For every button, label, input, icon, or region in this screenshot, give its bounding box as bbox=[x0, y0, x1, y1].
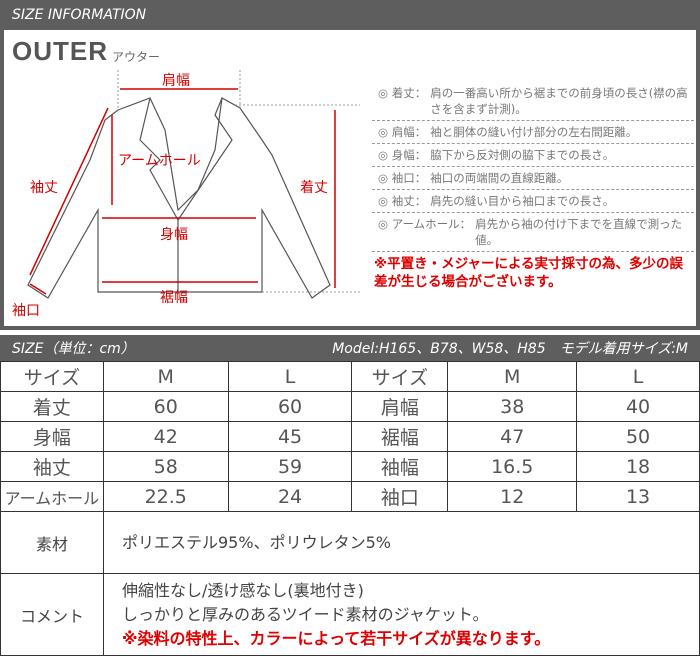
table-cell: 60 bbox=[102, 391, 229, 422]
table-row: 袖丈 58 59 袖幅 16.5 18 bbox=[0, 451, 700, 482]
table-cell: 38 bbox=[447, 391, 578, 422]
table-cell: 45 bbox=[227, 421, 353, 452]
measurement-notes: ◎ 着丈： 肩の一番高い所から裾までの前身頃の長さ(襟の高さを含まず計測)。 ◎ … bbox=[372, 82, 694, 291]
table-cell: M bbox=[447, 361, 578, 392]
size-table: サイズ M L サイズ M L 着丈 60 60 肩幅 38 40 身幅 42 45 裾幅 47 50 袖丈 58 59… bbox=[0, 361, 700, 512]
table-cell: 42 bbox=[102, 421, 229, 452]
comment-line: しっかりと厚みのあるツイード素材のジャケット。 bbox=[122, 604, 489, 624]
note-item: ◎ アームホール： 肩先から袖の付け下までを直線で測った値。 bbox=[372, 213, 694, 252]
size-bar: SIZE（単位：cm） Model:H165、B78、W58、H85 モデル着用サ… bbox=[0, 335, 700, 361]
jacket-outline bbox=[27, 97, 331, 299]
label-armhole: アームホール bbox=[118, 153, 201, 169]
table-cell: 裾幅 bbox=[351, 421, 449, 452]
table-cell: 12 bbox=[447, 481, 578, 512]
label-shoulder: 肩幅 bbox=[162, 73, 190, 89]
table-cell: 袖幅 bbox=[351, 451, 449, 482]
table-cell: 47 bbox=[447, 421, 578, 452]
table-cell: 18 bbox=[576, 451, 700, 482]
table-cell: 59 bbox=[227, 451, 353, 482]
note-item: ◎ 袖丈： 肩先の縫い目から袖口までの長さ。 bbox=[372, 190, 694, 213]
category-subtitle: アウター bbox=[112, 50, 161, 64]
table-cell: アームホール bbox=[0, 481, 104, 512]
category-title: OUTER bbox=[12, 36, 108, 66]
material-row: 素材 ポリエステル95%、ポリウレタン5% bbox=[0, 511, 700, 574]
material-label: 素材 bbox=[0, 511, 104, 574]
note-item: ◎ 袖口： 袖口の両端間の直線距離。 bbox=[372, 167, 694, 190]
table-cell: 24 bbox=[227, 481, 353, 512]
table-cell: 身幅 bbox=[0, 421, 104, 452]
comment-line: 伸縮性なし/透け感なし(裏地付き) bbox=[122, 580, 364, 600]
label-sleeve-length: 袖丈 bbox=[30, 180, 58, 196]
comment-value: 伸縮性なし/透け感なし(裏地付き) しっかりと厚みのあるツイード素材のジャケット… bbox=[103, 573, 700, 656]
table-row: サイズ M L サイズ M L bbox=[0, 361, 700, 392]
material-value: ポリエステル95%、ポリウレタン5% bbox=[103, 511, 700, 574]
table-row: 着丈 60 60 肩幅 38 40 bbox=[0, 391, 700, 422]
size-unit: SIZE（単位：cm） bbox=[12, 341, 135, 357]
table-cell: 60 bbox=[227, 391, 353, 422]
table-cell: M bbox=[102, 361, 229, 392]
table-cell: 袖口 bbox=[351, 481, 449, 512]
table-cell: サイズ bbox=[0, 361, 104, 392]
table-cell: 22.5 bbox=[102, 481, 229, 512]
table-cell: 58 bbox=[102, 451, 229, 482]
table-cell: L bbox=[227, 361, 353, 392]
table-row: アームホール 22.5 24 袖口 12 13 bbox=[0, 481, 700, 512]
table-cell: 40 bbox=[576, 391, 700, 422]
measurement-warning: ※平置き・メジャーによる実寸採寸の為、多少の誤差が生じる場合がございます。 bbox=[374, 256, 684, 290]
table-cell: 着丈 bbox=[0, 391, 104, 422]
model-info: Model:H165、B78、W58、H85 モデル着用サイズ:M bbox=[332, 341, 688, 357]
note-item: ◎ 着丈： 肩の一番高い所から裾までの前身頃の長さ(襟の高さを含まず計測)。 bbox=[372, 82, 694, 121]
table-cell: 50 bbox=[576, 421, 700, 452]
header-bar: SIZE INFORMATION bbox=[0, 0, 700, 30]
label-body-width: 身幅 bbox=[160, 227, 188, 243]
table-cell: 袖丈 bbox=[0, 451, 104, 482]
table-row: 身幅 42 45 裾幅 47 50 bbox=[0, 421, 700, 452]
label-cuff: 袖口 bbox=[12, 303, 40, 319]
note-item: ◎ 肩幅： 袖と胴体の縫い付け部分の左右間距離。 bbox=[372, 121, 694, 144]
comment-label: コメント bbox=[0, 573, 104, 656]
table-cell: 16.5 bbox=[447, 451, 578, 482]
table-cell: 肩幅 bbox=[351, 391, 449, 422]
table-cell: 13 bbox=[576, 481, 700, 512]
info-frame bbox=[0, 30, 700, 330]
material-table: 素材 ポリエステル95%、ポリウレタン5% コメント 伸縮性なし/透け感なし(裏地… bbox=[0, 511, 700, 656]
table-cell: L bbox=[576, 361, 700, 392]
note-item: ◎ 身幅： 脇下から反対側の脇下までの長さ。 bbox=[372, 144, 694, 167]
header-title: SIZE INFORMATION bbox=[12, 7, 147, 23]
comment-row: コメント 伸縮性なし/透け感なし(裏地付き) しっかりと厚みのあるツイード素材の… bbox=[0, 573, 700, 656]
jacket-diagram bbox=[27, 70, 360, 299]
label-length: 着丈 bbox=[300, 180, 328, 196]
label-hem-width: 裾幅 bbox=[160, 290, 188, 306]
comment-warning: ※染料の特性上、カラーによって若干サイズが異なります。 bbox=[122, 628, 551, 648]
table-cell: サイズ bbox=[351, 361, 449, 392]
